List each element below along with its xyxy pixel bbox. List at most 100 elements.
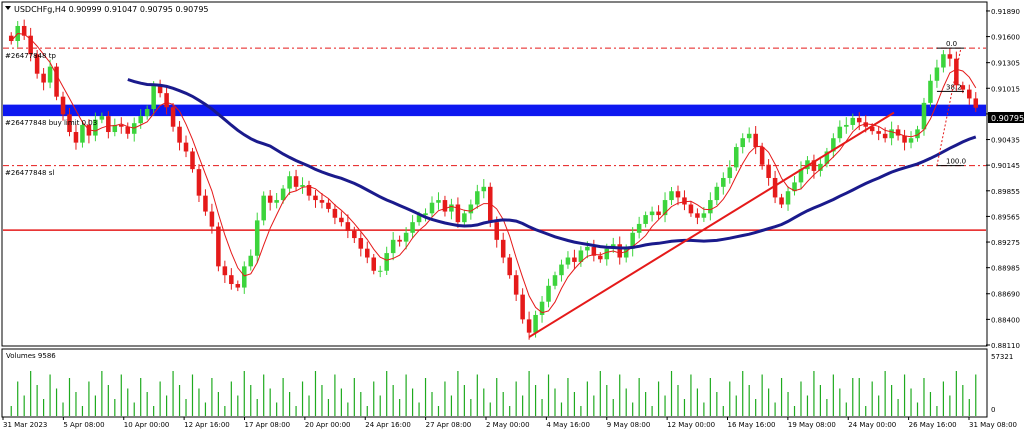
- candle-body[interactable]: [753, 133, 758, 148]
- candle-body[interactable]: [928, 80, 933, 103]
- candle-body[interactable]: [526, 319, 532, 333]
- candle-body[interactable]: [449, 204, 454, 212]
- candle-body[interactable]: [494, 222, 500, 240]
- candle-body[interactable]: [93, 119, 98, 136]
- candle-body[interactable]: [798, 169, 804, 183]
- candle-body[interactable]: [28, 35, 33, 55]
- candle-body[interactable]: [455, 204, 461, 223]
- candle-body[interactable]: [377, 270, 383, 272]
- candle-body[interactable]: [267, 195, 273, 203]
- candle-body[interactable]: [468, 204, 474, 214]
- candle-body[interactable]: [365, 248, 370, 258]
- candle-body[interactable]: [934, 67, 940, 81]
- candle-body[interactable]: [475, 191, 480, 205]
- candle-body[interactable]: [144, 109, 150, 117]
- candle-body[interactable]: [73, 132, 79, 143]
- candle-body[interactable]: [617, 244, 622, 258]
- candle-body[interactable]: [856, 117, 862, 123]
- candle-body[interactable]: [306, 185, 312, 196]
- candle-body[interactable]: [196, 169, 202, 196]
- candle-body[interactable]: [326, 202, 331, 209]
- candle-body[interactable]: [636, 223, 642, 233]
- candle-body[interactable]: [733, 147, 739, 168]
- candle-body[interactable]: [811, 160, 817, 171]
- candle-body[interactable]: [293, 176, 299, 187]
- candle-body[interactable]: [319, 200, 325, 203]
- candle-body[interactable]: [533, 314, 538, 333]
- candle-body[interactable]: [242, 266, 247, 288]
- candle-body[interactable]: [552, 275, 558, 286]
- candle-body[interactable]: [824, 151, 830, 164]
- candle-body[interactable]: [170, 107, 176, 127]
- candle-body[interactable]: [416, 215, 422, 223]
- candle-body[interactable]: [352, 231, 357, 239]
- candle-body[interactable]: [345, 222, 351, 231]
- candle-body[interactable]: [727, 167, 733, 178]
- candle-body[interactable]: [248, 255, 254, 267]
- candle-body[interactable]: [779, 197, 784, 205]
- candle-body[interactable]: [119, 124, 124, 127]
- candle-body[interactable]: [313, 195, 318, 201]
- candle-body[interactable]: [578, 250, 584, 262]
- candle-body[interactable]: [688, 204, 694, 214]
- candle-body[interactable]: [960, 85, 966, 90]
- candle-body[interactable]: [565, 257, 571, 265]
- candle-body[interactable]: [721, 177, 726, 187]
- candle-body[interactable]: [300, 185, 305, 187]
- candle-body[interactable]: [177, 126, 182, 143]
- candle-body[interactable]: [669, 191, 674, 201]
- candle-body[interactable]: [623, 248, 629, 258]
- candle-body[interactable]: [229, 275, 234, 285]
- candle-body[interactable]: [222, 266, 228, 276]
- candle-body[interactable]: [8, 35, 14, 41]
- buy-zone[interactable]: [3, 104, 986, 117]
- candle-body[interactable]: [203, 195, 208, 212]
- candle-body[interactable]: [138, 116, 143, 124]
- candle-body[interactable]: [759, 147, 765, 165]
- candle-body[interactable]: [604, 248, 610, 260]
- candle-body[interactable]: [785, 191, 791, 205]
- candle-body[interactable]: [403, 232, 409, 242]
- candle-body[interactable]: [662, 200, 668, 216]
- candle-body[interactable]: [462, 213, 467, 223]
- candle-body[interactable]: [507, 257, 512, 276]
- candle-body[interactable]: [67, 114, 72, 133]
- candle-body[interactable]: [708, 200, 713, 214]
- candle-body[interactable]: [598, 255, 603, 260]
- candle-body[interactable]: [967, 89, 972, 99]
- candle-body[interactable]: [882, 133, 888, 139]
- candle-body[interactable]: [332, 208, 338, 218]
- candle-body[interactable]: [235, 284, 241, 288]
- candle-body[interactable]: [287, 176, 292, 189]
- candle-body[interactable]: [746, 133, 752, 139]
- candle-body[interactable]: [106, 116, 111, 133]
- candle-body[interactable]: [125, 126, 131, 134]
- candle-body[interactable]: [649, 211, 655, 216]
- candle-body[interactable]: [500, 239, 506, 258]
- candle-body[interactable]: [941, 54, 946, 68]
- candle-body[interactable]: [80, 124, 85, 143]
- candle-body[interactable]: [423, 213, 428, 216]
- candle-body[interactable]: [371, 257, 377, 271]
- candle-body[interactable]: [358, 238, 364, 249]
- candle-body[interactable]: [643, 215, 648, 224]
- candle-body[interactable]: [585, 246, 590, 251]
- candle-body[interactable]: [863, 122, 868, 127]
- candle-body[interactable]: [339, 217, 344, 223]
- candle-body[interactable]: [99, 116, 105, 120]
- candle-body[interactable]: [397, 239, 402, 242]
- fibonacci-retracement[interactable]: 0.0 38.2 100.0: [936, 40, 966, 167]
- triangle-down-icon[interactable]: [5, 6, 11, 10]
- candle-body[interactable]: [572, 257, 577, 262]
- candle-body[interactable]: [54, 66, 59, 97]
- candle-body[interactable]: [954, 58, 959, 86]
- candle-body[interactable]: [701, 213, 707, 218]
- candle-body[interactable]: [876, 131, 881, 134]
- candle-body[interactable]: [656, 211, 661, 216]
- candle-body[interactable]: [850, 117, 856, 125]
- candle-body[interactable]: [947, 54, 953, 59]
- candle-body[interactable]: [216, 226, 221, 267]
- candle-body[interactable]: [675, 191, 681, 198]
- candle-body[interactable]: [889, 129, 894, 139]
- candle-body[interactable]: [559, 264, 564, 276]
